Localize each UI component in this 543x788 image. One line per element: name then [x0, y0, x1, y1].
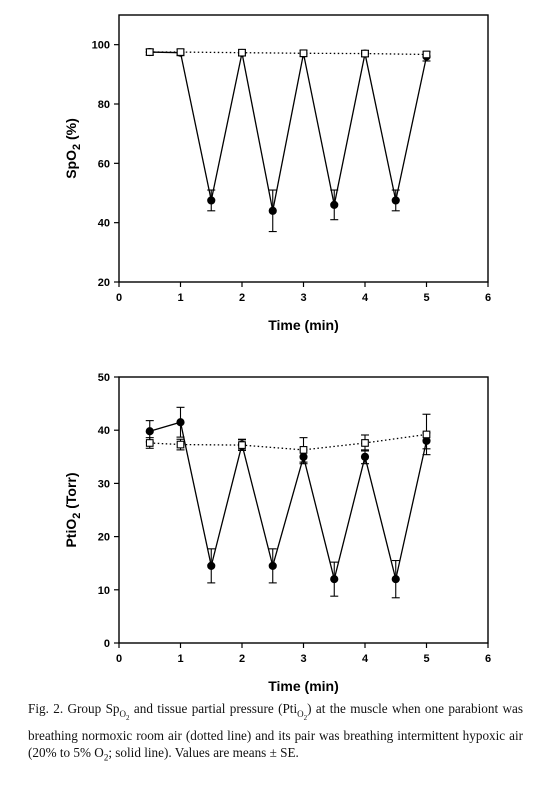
x-tick-label: 2 [239, 292, 245, 304]
caption-text-3: ) at the muscle when one parabiont was b… [28, 701, 523, 761]
series-dotted [145, 48, 431, 59]
y-tick-label: 100 [92, 40, 110, 52]
data-point-square [145, 439, 154, 447]
x-tick-label: 2 [239, 653, 245, 665]
data-point-circle [176, 418, 185, 427]
data-point-circle [391, 196, 400, 205]
data-point-square [238, 441, 246, 449]
caption-text-2: and tissue partial pressure (Pti [129, 701, 298, 716]
data-point-circle [330, 200, 339, 209]
data-point-square [145, 48, 154, 56]
series-line-solid [149, 421, 428, 580]
caption-text-1: Fig. 2. Group Sp [28, 701, 120, 716]
y-tick-label: 0 [104, 638, 110, 650]
data-point-circle [330, 575, 339, 584]
x-tick-label: 0 [116, 653, 122, 665]
data-point-circle [207, 561, 216, 570]
x-tick-label: 1 [177, 292, 183, 304]
data-point-square [422, 430, 431, 439]
x-tick-label: 3 [300, 292, 306, 304]
caption-sub-1: O [119, 708, 127, 719]
series-solid [145, 47, 431, 233]
caption-subsub-1: 2 [126, 713, 130, 722]
y-axis-label: SpO2 (%) [63, 118, 83, 179]
y-tick-label: 20 [98, 532, 110, 544]
series-line-dotted [149, 51, 427, 56]
caption-sub-3: 2 [103, 753, 109, 764]
x-tick-label: 1 [177, 653, 183, 665]
data-point-square [361, 439, 369, 447]
x-axis-label: Time (min) [268, 317, 339, 333]
figure-caption: Fig. 2. Group SpO2 and tissue partial pr… [28, 700, 523, 768]
data-point-circle [268, 561, 277, 570]
series-line-solid [149, 51, 428, 211]
x-tick-label: 5 [423, 292, 429, 304]
data-point-circle [360, 452, 370, 461]
caption-sub-2: O [297, 708, 304, 719]
data-point-square [422, 50, 431, 59]
caption-subsub-2: 2 [303, 713, 308, 722]
data-point-circle [268, 206, 277, 215]
y-tick-label: 50 [98, 372, 110, 384]
x-tick-label: 3 [300, 653, 306, 665]
data-point-square [176, 48, 185, 56]
y-axis-label: PtiO2 (Torr) [63, 472, 83, 547]
data-point-square [299, 446, 308, 454]
chart-spo2: 0 1 2 3 4 5 6 20 40 60 80 100 Time (min) SpO2 (%) [63, 14, 491, 333]
series-dotted [145, 413, 431, 463]
x-tick-label: 5 [423, 653, 429, 665]
chart-ptio2: 0 1 2 3 4 5 6 0 10 20 30 40 50 Time (min) PtiO2 (Torr) [63, 372, 491, 694]
y-tick-label: 40 [98, 218, 110, 230]
x-tick-label: 6 [485, 292, 491, 304]
data-point-circle [207, 196, 216, 205]
data-point-square [176, 440, 185, 449]
x-tick-label: 4 [362, 292, 369, 304]
series-line-dotted [149, 433, 427, 451]
y-tick-label: 30 [98, 478, 110, 490]
caption-text-4: ; solid line). Values are means ± SE. [108, 745, 299, 761]
x-tick-label: 4 [362, 653, 369, 665]
y-tick-label: 80 [98, 99, 110, 111]
data-point-square [238, 48, 246, 57]
data-point-square [361, 49, 369, 58]
plot-frame [118, 376, 489, 644]
x-tick-label: 0 [116, 292, 122, 304]
series-solid [145, 406, 431, 599]
data-point-square [299, 49, 308, 58]
x-axis-label: Time (min) [268, 678, 339, 694]
x-tick-label: 6 [485, 653, 491, 665]
y-tick-label: 40 [98, 425, 110, 437]
y-tick-label: 20 [98, 277, 110, 289]
y-tick-label: 60 [98, 158, 110, 170]
data-point-circle [391, 575, 400, 584]
y-tick-label: 10 [98, 585, 110, 597]
data-point-circle [145, 427, 154, 436]
